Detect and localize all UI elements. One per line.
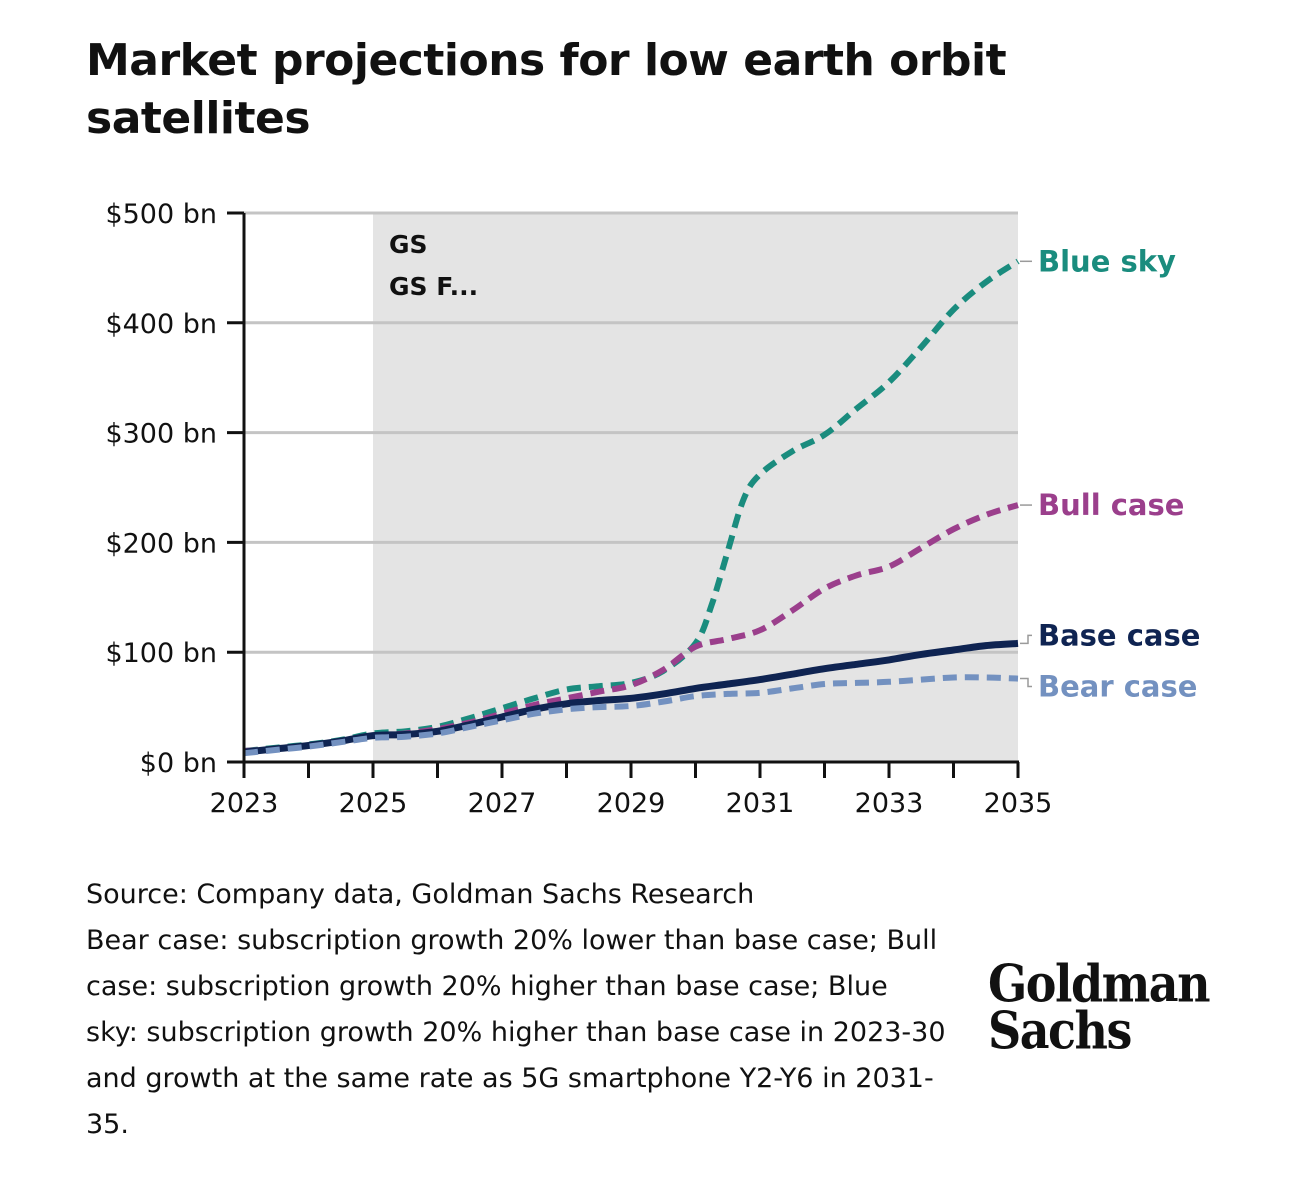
- y-tick-label: $100 bn: [105, 638, 217, 669]
- y-tick-label: $400 bn: [105, 309, 217, 340]
- label-leader: [1020, 677, 1032, 688]
- forecast-label: GS F...: [389, 272, 478, 301]
- source-note: Source: Company data, Goldman Sachs Rese…: [86, 879, 755, 910]
- logo-line-1: Goldman: [988, 953, 1211, 1014]
- series-line-base-case: [243, 639, 1019, 756]
- series-label-base-case: Base case: [1038, 618, 1200, 652]
- gridlines: [244, 211, 1018, 654]
- series-label-blue-sky: Blue sky: [1038, 244, 1176, 278]
- chart-notes: Source: Company data, Goldman Sachs Rese…: [86, 872, 986, 1148]
- x-tick-label: 2029: [597, 788, 666, 819]
- forecast-region: [373, 213, 1018, 762]
- series-labels: Blue sky Bull case Base case Bear case: [1020, 244, 1200, 704]
- x-tick-label: 2023: [210, 788, 279, 819]
- y-tick-label: $500 bn: [105, 199, 217, 230]
- forecast-labels: GS GS F...: [389, 230, 478, 301]
- y-tick-label: $300 bn: [105, 419, 217, 450]
- series-line-bear-case: [243, 674, 1019, 757]
- series-lines: [243, 258, 1020, 757]
- axes: $0 bn $100 bn $200 bn $300 bn $400 bn $500 bn…: [105, 199, 1052, 819]
- label-leader: [1020, 634, 1032, 645]
- case-definitions: Bear case: subscription growth 20% lower…: [86, 925, 946, 1140]
- x-tick-label: 2033: [855, 788, 924, 819]
- logo-line-2: Sachs: [988, 1000, 1132, 1061]
- series-label-bear-case: Bear case: [1038, 670, 1197, 704]
- forecast-shade: [373, 213, 1018, 762]
- x-tick-label: 2027: [468, 788, 537, 819]
- goldman-sachs-logo: Goldman Sachs: [988, 953, 1218, 1061]
- x-tick-label: 2031: [726, 788, 795, 819]
- x-tick-label: 2025: [339, 788, 408, 819]
- x-tick-label: 2035: [984, 788, 1053, 819]
- chart-title: Market projections for low earth orbit s…: [86, 35, 1007, 144]
- series-label-bull-case: Bull case: [1038, 488, 1184, 522]
- y-tick-label: $200 bn: [105, 528, 217, 559]
- y-tick-label: $0 bn: [140, 748, 217, 779]
- chart: GS GS F... $0 bn $100 bn $200 bn $300 bn $400…: [105, 199, 1200, 819]
- forecast-label: GS: [389, 230, 428, 259]
